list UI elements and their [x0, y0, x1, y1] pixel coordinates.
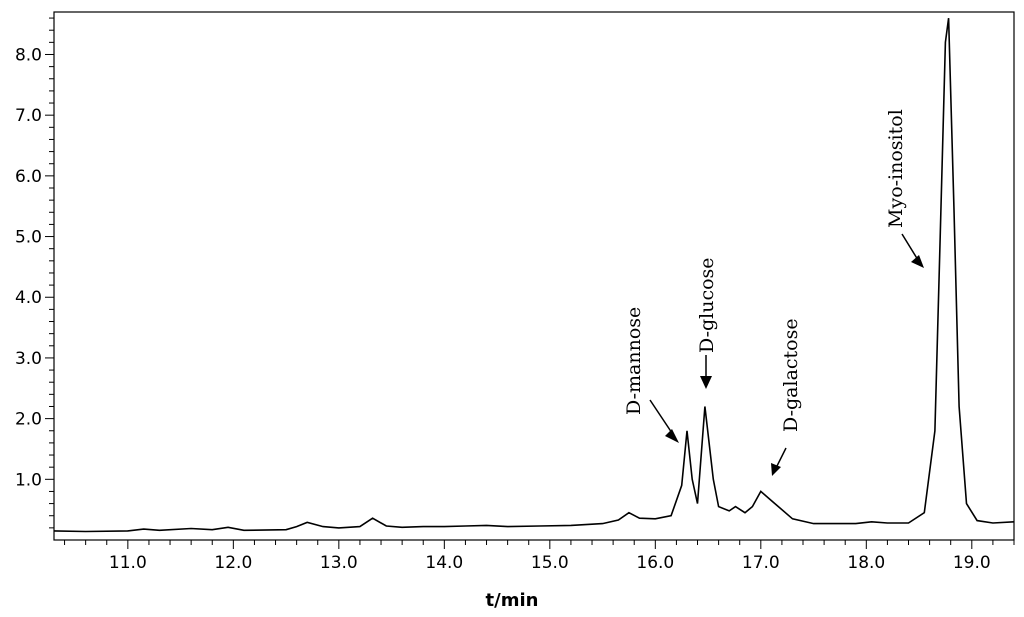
y-tick-label: 6.0 — [15, 167, 42, 187]
chromatogram-trace — [53, 17, 1015, 533]
x-tick-label: 14.0 — [425, 553, 463, 573]
x-tick-label: 18.0 — [847, 553, 885, 573]
annotation-arrowhead — [771, 463, 781, 476]
annotation-label: D-glucose — [696, 257, 718, 353]
x-tick-label: 11.0 — [109, 553, 147, 573]
plot-area-border — [53, 11, 1015, 541]
x-tick-label: 12.0 — [214, 553, 252, 573]
peak-annotations: D-mannose D-glucose D-galactose Myo-inos… — [623, 109, 924, 476]
x-tick-label: 19.0 — [953, 553, 991, 573]
annotation-d-glucose: D-glucose — [696, 257, 718, 389]
y-tick-label: 4.0 — [15, 288, 42, 308]
y-tick-label: 7.0 — [15, 106, 42, 126]
annotation-arrowhead — [700, 376, 712, 389]
y-axis: 1.0 2.0 3.0 4.0 5.0 6.0 7.0 8.0 — [15, 17, 54, 529]
x-tick-label: 17.0 — [742, 553, 780, 573]
plot-frame — [53, 11, 1015, 541]
x-tick-label: 15.0 — [531, 553, 569, 573]
annotation-arrow — [901, 233, 919, 261]
y-tick-label: 3.0 — [15, 349, 42, 369]
annotation-arrowhead — [911, 255, 924, 268]
annotation-arrowhead — [665, 429, 679, 443]
y-tick-label: 5.0 — [15, 228, 42, 248]
annotation-label: D-mannose — [623, 307, 645, 415]
x-tick-label: 16.0 — [636, 553, 674, 573]
x-tick-label: 13.0 — [320, 553, 358, 573]
annotation-d-mannose: D-mannose — [623, 307, 679, 443]
annotation-myo-inositol: Myo-inositol — [885, 109, 924, 268]
x-axis-title: t/min — [486, 590, 539, 611]
annotation-arrow — [775, 447, 787, 469]
y-tick-label: 1.0 — [15, 470, 42, 490]
annotation-arrow — [649, 399, 675, 437]
y-tick-label: 2.0 — [15, 410, 42, 430]
annotation-label: D-galactose — [780, 318, 802, 432]
x-axis: 11.0 12.0 13.0 14.0 15.0 16.0 17.0 18.0 19.0 — [64, 540, 1015, 573]
annotation-d-galactose: D-galactose — [771, 318, 802, 476]
annotation-label: Myo-inositol — [885, 109, 907, 228]
y-tick-label: 8.0 — [15, 45, 42, 65]
